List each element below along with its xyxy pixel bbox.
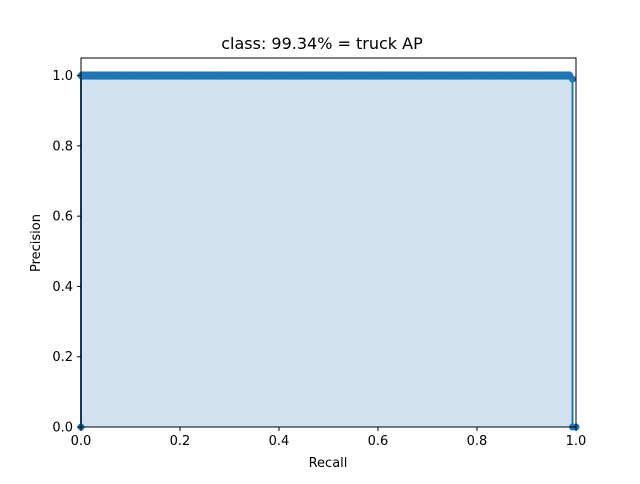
pr-point-marker: [523, 72, 530, 80]
axes-frame: [80, 57, 577, 428]
pr-point-marker: [275, 72, 283, 80]
y-tick-label: 1.0: [52, 69, 73, 84]
chart-title: class: 99.34% = truck AP: [221, 34, 423, 53]
pr-point-marker: [374, 72, 382, 80]
x-tick-label: 0.6: [368, 434, 389, 449]
y-axis-label: Precision: [29, 214, 44, 272]
pr-point-marker: [127, 72, 134, 80]
pr-point-marker: [473, 72, 481, 80]
y-axis-ticks: 0.0 0.2 0.4 0.6 0.8 1.0: [52, 69, 81, 436]
pr-area-fill: [81, 75, 576, 427]
pr-point-marker: [569, 75, 577, 83]
pr-point-marker: [226, 72, 233, 80]
y-tick-label: 0.6: [52, 210, 73, 225]
plot-area: [77, 71, 580, 431]
x-axis-label: Recall: [309, 456, 348, 471]
y-tick-label: 0.8: [52, 139, 73, 154]
pr-point-marker: [325, 72, 332, 80]
y-tick-label: 0.2: [52, 350, 73, 365]
x-tick-label: 1.0: [566, 434, 587, 449]
x-axis-ticks: 0.0 0.2 0.4 0.6 0.8 1.0: [71, 427, 587, 449]
pr-point-marker: [424, 72, 431, 80]
x-tick-label: 0.8: [467, 434, 488, 449]
x-tick-label: 0.2: [170, 434, 191, 449]
y-tick-label: 0.4: [52, 280, 73, 295]
x-tick-label: 0.4: [269, 434, 290, 449]
pr-point-marker: [176, 72, 184, 80]
x-tick-label: 0.0: [71, 434, 92, 449]
y-tick-label: 0.0: [52, 421, 73, 436]
